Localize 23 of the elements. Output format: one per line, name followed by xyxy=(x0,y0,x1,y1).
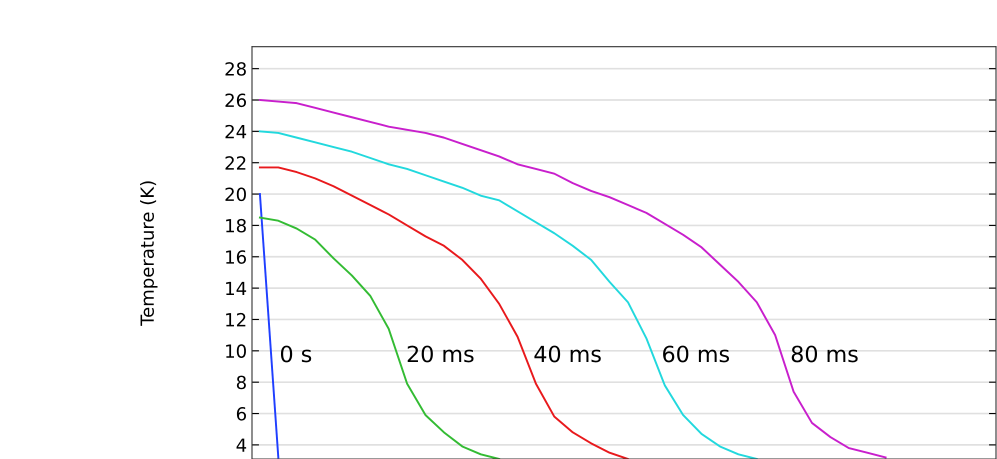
y-tick-label: 8 xyxy=(236,376,246,390)
y-tick-label: 14 xyxy=(226,282,246,295)
annotation: 60 ms xyxy=(663,346,730,362)
y-tick-label: 22 xyxy=(225,156,246,170)
y-tick-label: 4 xyxy=(236,438,246,452)
line-series xyxy=(258,130,758,459)
annotation: 80 ms xyxy=(792,346,858,362)
y-tick-label: 6 xyxy=(236,406,246,421)
y-tick-label: 28 xyxy=(225,62,246,76)
y-axis-title: Temperature (K) xyxy=(140,181,158,326)
y-tick-label: 24 xyxy=(225,124,246,138)
line-series xyxy=(258,99,887,458)
line-series xyxy=(258,166,629,459)
annotation: 20 ms xyxy=(408,346,474,362)
y-tick-label: 20 xyxy=(225,188,246,202)
y-tick-label: 12 xyxy=(226,312,246,326)
line-series xyxy=(258,216,500,459)
y-tick-label: 26 xyxy=(225,93,246,108)
y-tick-label: 16 xyxy=(226,250,246,264)
y-tick-label: 18 xyxy=(226,218,246,233)
annotation: 0 s xyxy=(280,346,312,362)
y-tick-label: 10 xyxy=(226,344,246,358)
annotation: 40 ms xyxy=(534,346,601,362)
